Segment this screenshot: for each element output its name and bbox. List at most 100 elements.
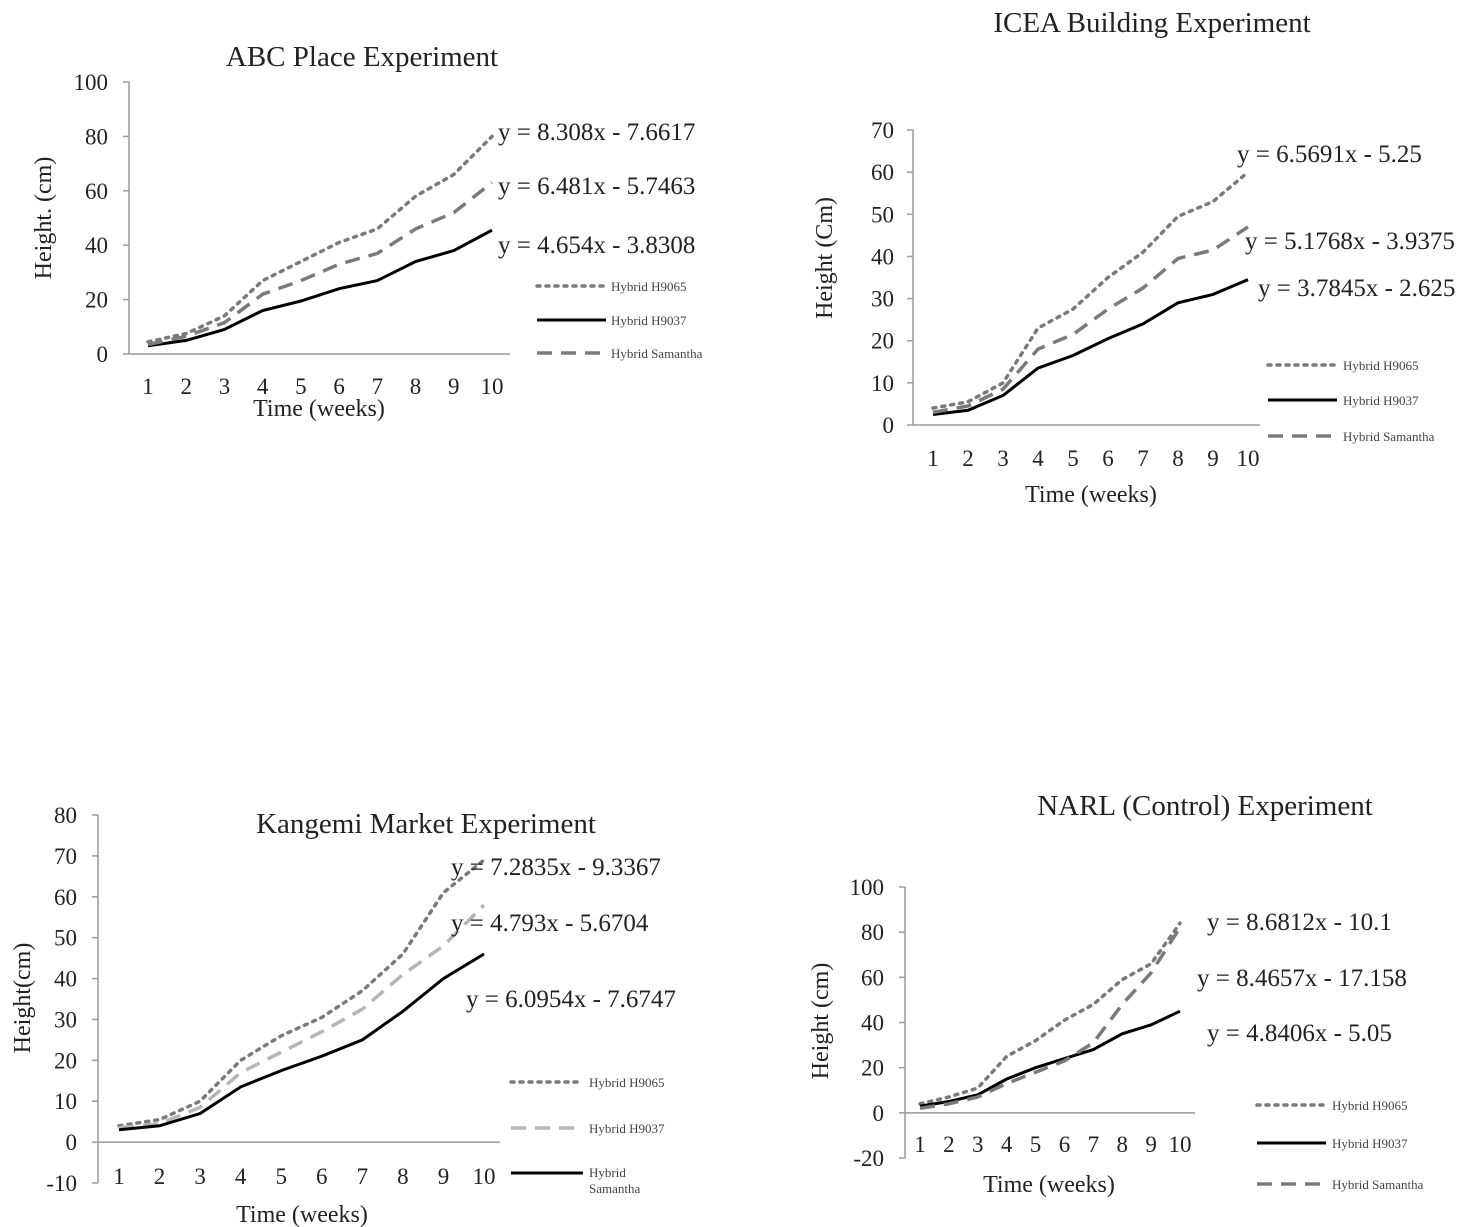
series-line-hybrid-h9037 — [147, 228, 493, 348]
y-tick-label: 60 — [871, 160, 894, 185]
chart-panel-3: Kangemi Market Experiment -10 0 10 20 30 40 50 6… — [10, 803, 676, 1227]
y-tick-label: 30 — [871, 287, 894, 312]
x-tick-label: 4 — [235, 1164, 247, 1189]
x-tick-label: 10 — [473, 1164, 496, 1189]
y-axis-label: Height. (cm) — [31, 157, 57, 280]
y-tick-label: 80 — [54, 803, 77, 828]
x-tick-label: 9 — [1207, 446, 1219, 471]
y-tick-label: -10 — [46, 1171, 77, 1196]
x-tick-label: 5 — [1067, 446, 1079, 471]
x-tick-label: 1 — [927, 446, 939, 471]
series-line-hybrid-h9037 — [118, 903, 486, 1130]
x-tick-label: 1 — [113, 1164, 125, 1189]
y-tick-label: 40 — [861, 1011, 884, 1036]
x-tick-label: 2 — [962, 446, 974, 471]
y-tick-label: 10 — [871, 371, 894, 396]
legend-label: Hybrid H9065 — [611, 279, 686, 294]
x-tick-label: 10 — [481, 374, 504, 399]
x-tick-label: 8 — [397, 1164, 409, 1189]
x-tick-label: 8 — [1116, 1132, 1128, 1157]
x-tick-label: 3 — [219, 374, 231, 399]
x-tick-label: 4 — [257, 374, 269, 399]
x-axis-label: Time (weeks) — [253, 396, 385, 422]
x-tick-label: 6 — [316, 1164, 328, 1189]
y-axis-label: Height (Cm) — [812, 197, 838, 319]
x-tick-label: 2 — [154, 1164, 166, 1189]
x-tick-label: 9 — [448, 374, 460, 399]
x-tick-label: 5 — [1030, 1132, 1042, 1157]
x-tick-label: 3 — [972, 1132, 984, 1157]
x-tick-label: 3 — [997, 446, 1009, 471]
y-tick-label: 40 — [54, 967, 77, 992]
chart-title: ICEA Building Experiment — [993, 7, 1310, 39]
x-tick-label: 10 — [1169, 1132, 1192, 1157]
y-tick-label: 0 — [97, 342, 109, 367]
y-tick-label: 70 — [871, 118, 894, 143]
y-tick-label: 60 — [54, 885, 77, 910]
x-tick-label: 6 — [1102, 446, 1114, 471]
x-axis-label: Time (weeks) — [983, 1172, 1115, 1198]
y-tick-label: 20 — [861, 1056, 884, 1081]
y-tick-label: 50 — [54, 926, 77, 951]
trendline-equation: y = 7.2835x - 9.3367 — [451, 854, 661, 881]
x-tick-label: 8 — [1172, 446, 1184, 471]
y-tick-label: 20 — [871, 329, 894, 354]
y-tick-label: 80 — [861, 920, 884, 945]
x-tick-label: 1 — [142, 374, 154, 399]
trendline-equation: y = 8.6812x - 10.1 — [1207, 909, 1392, 936]
y-tick-label: 100 — [74, 70, 109, 95]
y-axis-label: Height(cm) — [10, 943, 36, 1054]
trendline-equation: y = 6.0954x - 7.6747 — [466, 986, 676, 1013]
y-tick-label: 20 — [85, 288, 108, 313]
x-tick-label: 2 — [943, 1132, 955, 1157]
y-tick-label: 70 — [54, 844, 77, 869]
series-line-hybrid-h9065 — [117, 858, 486, 1128]
legend-label: Hybrid Samantha — [1343, 429, 1435, 444]
y-tick-label: 40 — [85, 233, 108, 258]
legend-label-line: Hybrid — [589, 1165, 626, 1180]
chart-panel-2: ICEA Building Experiment 0 10 20 30 40 50 60 70 1… — [812, 7, 1455, 508]
series-line-hybrid-h9065 — [931, 170, 1250, 410]
x-tick-label: 5 — [295, 374, 307, 399]
y-tick-label: 60 — [85, 179, 108, 204]
legend-label: Hybrid Samantha — [589, 1165, 640, 1196]
x-tick-label: 3 — [194, 1164, 206, 1189]
y-tick-label: 50 — [871, 202, 894, 227]
y-tick-label: -20 — [853, 1146, 884, 1171]
legend-label: Hybrid H9065 — [1332, 1098, 1407, 1113]
legend-label: Hybrid Samantha — [1332, 1177, 1424, 1192]
legend-label: Hybrid H9037 — [611, 313, 687, 328]
y-tick-label: 0 — [873, 1101, 885, 1126]
series-line-hybrid-h9065 — [918, 921, 1182, 1106]
x-tick-label: 7 — [357, 1164, 369, 1189]
x-tick-label: 2 — [180, 374, 192, 399]
series-line-hybrid-samantha — [147, 181, 494, 347]
series-line-hybrid-samantha — [118, 952, 485, 1132]
chart-title: NARL (Control) Experiment — [1037, 790, 1373, 822]
x-axis-label: Time (weeks) — [236, 1202, 368, 1227]
legend-label: Hybrid H9065 — [589, 1075, 664, 1090]
trendline-equation: y = 5.1768x - 3.9375 — [1245, 228, 1455, 255]
trendline-equation: y = 8.308x - 7.6617 — [498, 119, 695, 146]
y-tick-label: 30 — [54, 1007, 77, 1032]
series-line-hybrid-h9065 — [146, 134, 494, 344]
x-tick-label: 9 — [438, 1164, 450, 1189]
x-tick-label: 6 — [1059, 1132, 1071, 1157]
legend-label: Hybrid H9037 — [1343, 393, 1419, 408]
x-tick-label: 7 — [1137, 446, 1149, 471]
x-tick-label: 1 — [914, 1132, 926, 1157]
series-line-hybrid-samantha — [919, 926, 1182, 1111]
chart-panel-4: NARL (Control) Experiment -20 0 20 40 60 80 100… — [808, 790, 1424, 1198]
legend-label: Hybrid H9037 — [589, 1121, 665, 1136]
legend-label: Hybrid H9065 — [1343, 358, 1418, 373]
series-line-hybrid-h9037 — [932, 278, 1249, 416]
x-tick-label: 4 — [1001, 1132, 1013, 1157]
chart-panel-1: ABC Place Experiment 0 20 40 60 80 100 1 2 3 4 5 6 7 8… — [31, 41, 703, 422]
x-tick-label: 7 — [1088, 1132, 1100, 1157]
trendline-equation: y = 8.4657x - 17.158 — [1197, 965, 1407, 992]
legend-label: Hybrid H9037 — [1332, 1136, 1408, 1151]
x-tick-label: 10 — [1237, 446, 1260, 471]
y-axis-label: Height (cm) — [808, 963, 834, 1080]
legend-label: Hybrid Samantha — [611, 346, 703, 361]
